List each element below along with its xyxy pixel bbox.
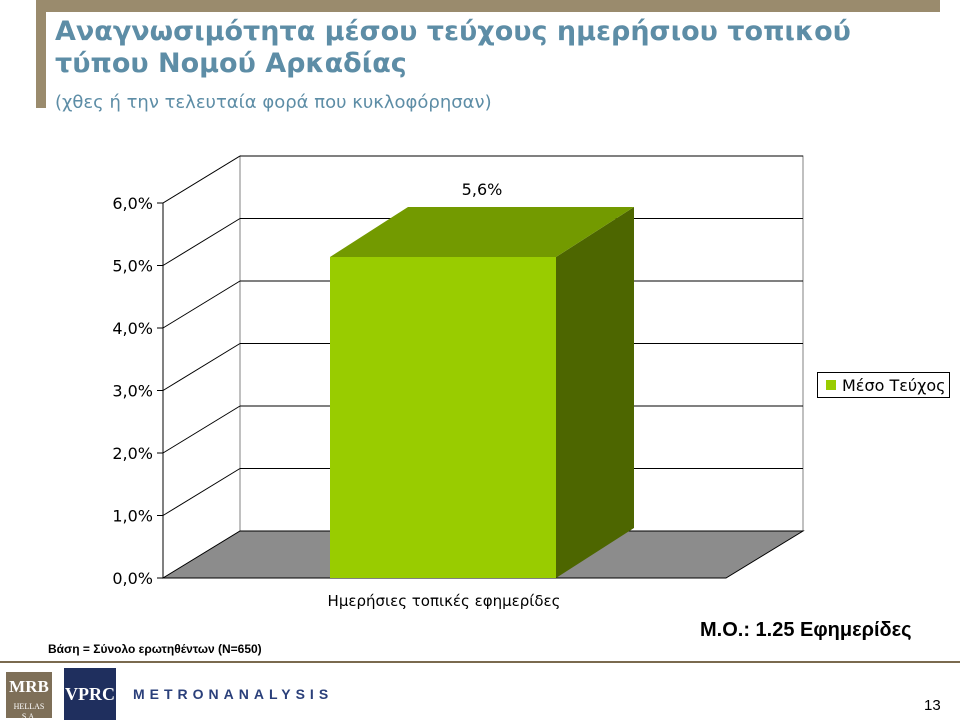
y-tick-label: 5,0% [112,257,153,276]
mrb-logo-subtext: HELLAS S.A. [13,702,45,721]
metron-analysis-logo: METRONANALYSIS [133,686,334,702]
gridline-side [162,218,241,266]
base-footnote: Βάση = Σύνολο ερωτηθέντων (Ν=650) [48,642,262,656]
page-subtitle: (χθες ή την τελευταία φορά που κυκλοφόρη… [55,92,492,113]
header-side-bar [36,0,46,108]
chart-legend: Μέσο Τεύχος [817,372,950,398]
y-tick-label: 1,0% [112,507,153,526]
bar-data-label: 5,6% [462,180,503,199]
page-number: 13 [924,697,941,714]
bar-side-face [556,207,634,578]
legend-label: Μέσο Τεύχος [842,375,946,395]
y-tick-label: 2,0% [112,444,153,463]
gridline-side [162,155,241,204]
x-category-label: Ημερήσιες τοπικές εφημερίδες [328,592,561,610]
gridline-side [162,468,241,516]
bar-top-face [330,207,634,257]
y-tick-label: 0,0% [112,569,153,588]
gridline-side [162,405,241,454]
y-tick-label: 4,0% [112,319,153,338]
gridline-side [162,343,241,391]
header-accent-bar [36,0,940,12]
bar-front-face [330,257,556,578]
footer-divider [0,661,960,663]
y-tick-label: 3,0% [112,382,153,401]
y-tick-label: 6,0% [112,194,153,213]
bar-chart: 0,0% 1,0% 2,0% 3,0% 4,0% 5,0% 6,0% 5,6% Ημερήσιε… [112,155,805,610]
mrb-logo-text: MRB [9,677,49,696]
mrb-logo: MRB HELLAS S.A. [6,672,52,721]
gridline-side [162,280,241,329]
vprc-logo: VPRC [64,668,116,720]
legend-swatch [826,380,836,390]
mean-note: Μ.Ο.: 1.25 Εφημερίδες [700,619,912,641]
page-title: Αναγνωσιμότητα μέσου τεύχους ημερήσιου τ… [55,16,851,79]
